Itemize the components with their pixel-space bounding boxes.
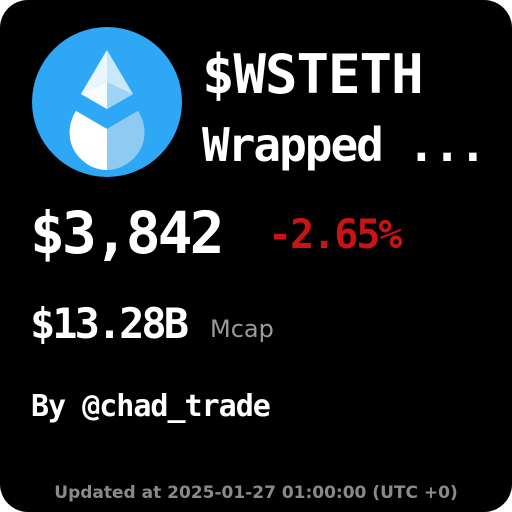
market-cap-label: Mcap [210, 315, 274, 343]
token-name: Wrapped ... [202, 118, 487, 172]
token-price: $3,842 [30, 199, 225, 267]
price-change: -2.65% [268, 212, 402, 258]
updated-timestamp: Updated at 2025-01-27 01:00:00 (UTC +0) [54, 483, 458, 503]
market-cap-value: $13.28B [30, 299, 189, 348]
token-logo-icon [32, 27, 182, 177]
wsteth-logo-icon [32, 27, 182, 177]
token-symbol: $WSTETH [202, 43, 424, 106]
author-credit: By @chad_trade [31, 389, 271, 424]
